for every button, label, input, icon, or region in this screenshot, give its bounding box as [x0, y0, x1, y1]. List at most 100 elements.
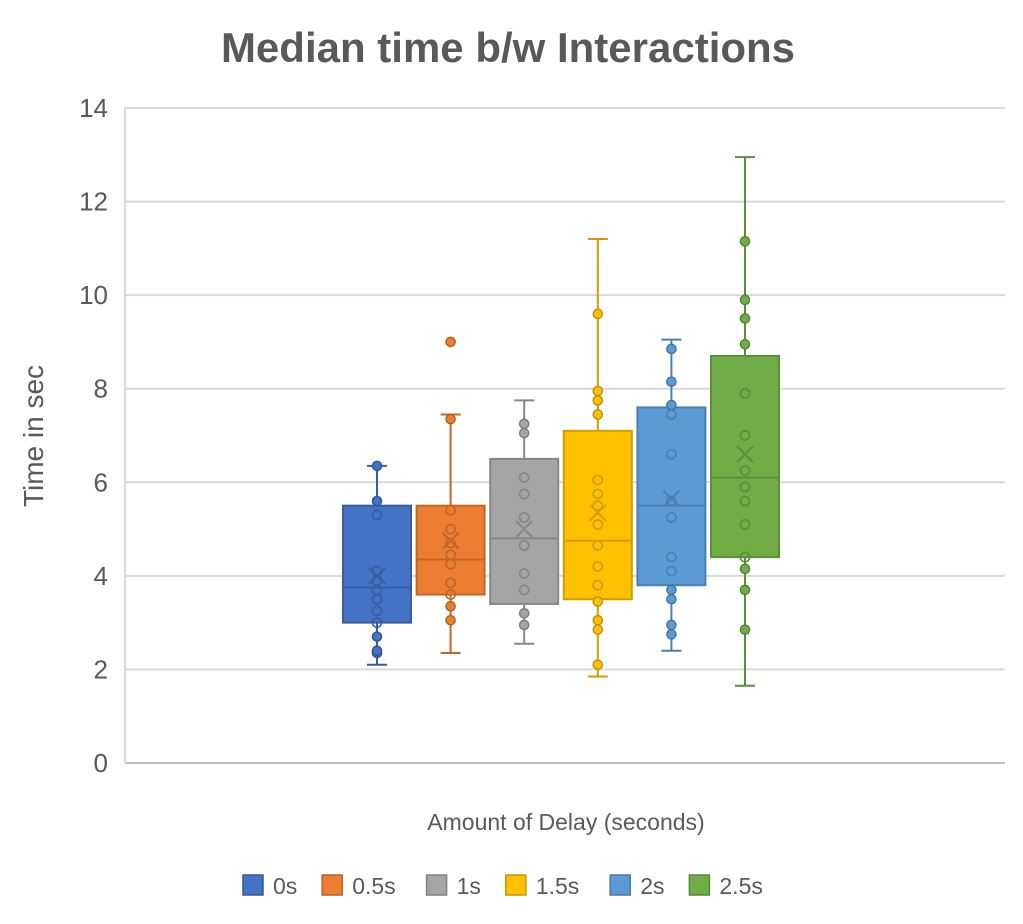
y-tick-label: 14: [79, 93, 108, 123]
data-point: [666, 551, 677, 563]
outlier-point: [371, 645, 383, 657]
box-1s: [489, 399, 560, 645]
data-point: [445, 504, 456, 516]
outlier-point: [518, 427, 530, 439]
y-axis-title: Time in sec: [18, 365, 49, 507]
legend-item-1.5s: 1.5s: [505, 873, 579, 899]
outlier-point: [666, 584, 677, 596]
data-point: [445, 523, 456, 535]
outlier-point: [371, 631, 383, 642]
chart-title: Median time b/w Interactions: [221, 24, 795, 71]
y-axis-ticks: 0 2 4 6 8 10 12 14: [79, 93, 108, 778]
legend-item-0s: 0s: [242, 873, 297, 899]
y-tick-label: 0: [94, 748, 108, 778]
data-point: [592, 518, 604, 530]
data-point: [666, 565, 677, 577]
box-series: [342, 156, 780, 687]
box-iqr: [342, 504, 412, 624]
y-tick-label: 4: [94, 561, 108, 591]
outlier-point: [592, 596, 604, 607]
outlier-point: [739, 338, 751, 350]
outlier-point: [592, 308, 604, 320]
box-iqr: [562, 429, 633, 601]
legend-item-0.5s: 0.5s: [321, 873, 396, 899]
data-point: [666, 511, 677, 523]
outlier-point: [371, 460, 383, 472]
data-point: [592, 540, 604, 551]
outlier-point: [518, 418, 530, 430]
outlier-point: [445, 615, 456, 626]
outlier-point: [666, 399, 677, 411]
outlier-point: [518, 619, 530, 631]
gridlines: [124, 107, 1005, 764]
outlier-point: [666, 619, 677, 631]
legend-label: 2s: [640, 873, 664, 899]
data-point: [592, 474, 604, 486]
outlier-point: [739, 624, 751, 635]
data-point: [518, 584, 530, 596]
outlier-point: [739, 294, 751, 306]
outlier-point: [666, 376, 677, 387]
box-0.5s: [415, 336, 486, 655]
data-point: [666, 448, 677, 460]
outlier-point: [592, 615, 604, 626]
outlier-point: [666, 629, 677, 640]
data-point: [739, 551, 751, 563]
outlier-point: [592, 659, 604, 671]
data-point: [518, 568, 530, 579]
outlier-point: [371, 495, 383, 507]
legend-swatch: [321, 874, 343, 896]
y-tick-label: 6: [94, 467, 108, 497]
data-point: [739, 430, 751, 441]
data-point: [739, 481, 751, 493]
outlier-point: [445, 413, 456, 425]
data-point: [371, 617, 383, 629]
outlier-point: [739, 236, 751, 247]
box-1.5s: [562, 238, 633, 678]
data-point: [739, 387, 751, 399]
legend-swatch: [425, 874, 448, 896]
mean-marker: [441, 532, 460, 550]
mean-marker: [589, 503, 607, 522]
box-iqr: [489, 457, 560, 605]
legend-label: 2.5s: [719, 873, 762, 899]
data-point: [445, 549, 456, 561]
data-point: [592, 579, 604, 591]
outlier-point: [518, 607, 530, 619]
y-tick-label: 12: [79, 187, 108, 217]
box-0s: [342, 460, 412, 666]
mean-marker: [662, 489, 681, 508]
data-point: [592, 500, 604, 512]
box-2s: [636, 338, 707, 652]
outlier-point: [592, 385, 604, 397]
legend-swatch: [242, 874, 264, 896]
legend-item-2s: 2s: [609, 873, 664, 899]
mean-marker: [515, 520, 533, 538]
legend-swatch: [688, 874, 711, 896]
legend-item-2.5s: 2.5s: [688, 873, 763, 899]
data-point: [666, 495, 677, 507]
data-point: [445, 577, 456, 589]
data-point: [371, 509, 383, 521]
outlier-point: [739, 563, 751, 575]
outlier-point: [445, 336, 456, 348]
data-point: [739, 495, 751, 507]
outlier-point: [445, 600, 456, 612]
data-point: [518, 540, 530, 551]
legend-swatch: [505, 874, 527, 896]
legend-swatch: [609, 874, 631, 896]
legend-label: 0s: [273, 873, 297, 899]
legend-label: 1s: [457, 873, 481, 899]
legend: 0s 0.5s 1s 1.5s 2s 2.5s: [242, 873, 763, 899]
outlier-point: [592, 624, 604, 635]
mean-marker: [736, 445, 754, 463]
data-point: [739, 465, 751, 476]
legend-label: 0.5s: [352, 873, 395, 899]
data-point: [739, 518, 751, 530]
y-tick-label: 2: [94, 654, 108, 684]
outlier-point: [666, 593, 677, 605]
legend-item-1s: 1s: [425, 873, 481, 899]
data-point: [445, 537, 456, 549]
outlier-point: [592, 409, 604, 420]
